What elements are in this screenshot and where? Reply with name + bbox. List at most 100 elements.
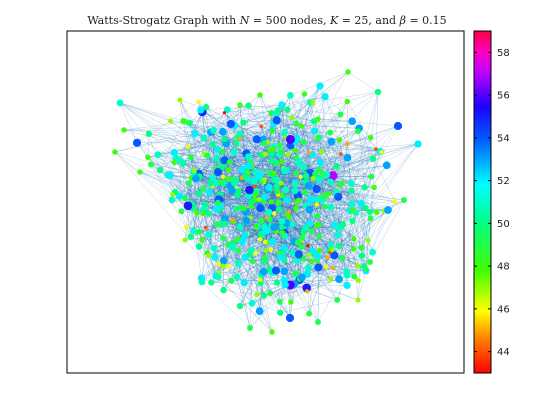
graph-node bbox=[319, 149, 325, 154]
graph-node bbox=[184, 224, 189, 230]
graph-node bbox=[249, 258, 256, 265]
graph-node bbox=[316, 233, 323, 240]
graph-node bbox=[336, 137, 343, 143]
graph-node bbox=[279, 192, 286, 199]
graph-node bbox=[310, 175, 316, 181]
graph-node bbox=[366, 208, 374, 215]
graph-node bbox=[216, 261, 221, 266]
graph-node bbox=[220, 235, 227, 242]
graph-node bbox=[182, 118, 189, 125]
graph-node bbox=[294, 250, 303, 259]
graph-node bbox=[241, 231, 249, 239]
graph-node bbox=[349, 207, 356, 214]
graph-node bbox=[283, 196, 291, 204]
graph-node bbox=[256, 197, 262, 202]
graph-node bbox=[183, 201, 193, 210]
graph-node bbox=[293, 205, 299, 212]
graph-node bbox=[279, 230, 286, 236]
graph-node bbox=[205, 231, 213, 239]
graph-node bbox=[304, 264, 312, 272]
graph-node bbox=[393, 121, 403, 131]
graph-node bbox=[112, 149, 118, 155]
graph-node bbox=[349, 217, 356, 225]
graph-node bbox=[361, 184, 368, 191]
graph-node bbox=[254, 292, 260, 298]
graph-node bbox=[334, 192, 343, 201]
graph-node bbox=[225, 167, 232, 173]
graph-node bbox=[220, 263, 226, 269]
graph-node bbox=[236, 223, 244, 231]
graph-node bbox=[196, 99, 201, 105]
graph-node bbox=[264, 215, 269, 220]
graph-node bbox=[265, 183, 273, 192]
graph-node bbox=[145, 130, 152, 137]
graph-node bbox=[204, 152, 211, 159]
graph-node bbox=[274, 188, 281, 195]
graph-node bbox=[316, 176, 323, 184]
graph-nodes bbox=[112, 69, 422, 335]
graph-node bbox=[245, 185, 254, 195]
graph-node bbox=[298, 174, 303, 180]
graph-node bbox=[213, 179, 221, 187]
graph-node bbox=[202, 103, 210, 111]
graph-node bbox=[301, 91, 308, 97]
graph-node bbox=[178, 208, 185, 215]
graph-node bbox=[350, 245, 357, 252]
graph-node bbox=[367, 215, 374, 222]
graph-node bbox=[305, 289, 310, 294]
graph-node bbox=[314, 213, 321, 220]
graph-node bbox=[316, 248, 323, 254]
graph-node bbox=[176, 192, 184, 200]
graph-node bbox=[343, 153, 352, 162]
graph-node bbox=[345, 141, 350, 147]
graph-node bbox=[294, 239, 301, 246]
graph-node bbox=[358, 244, 365, 251]
graph-node bbox=[209, 174, 216, 182]
graph-node bbox=[374, 88, 382, 96]
graph-node bbox=[228, 277, 235, 284]
graph-node bbox=[343, 281, 351, 290]
graph-node bbox=[257, 230, 265, 238]
graph-node bbox=[270, 170, 277, 177]
graph-node bbox=[226, 159, 233, 166]
graph-node bbox=[302, 172, 310, 180]
graph-node bbox=[219, 256, 228, 265]
graph-node bbox=[271, 211, 277, 216]
graph-node bbox=[309, 247, 317, 256]
graph-node bbox=[182, 195, 189, 202]
colorbar-tick-label: 48 bbox=[497, 262, 510, 273]
graph-node bbox=[263, 248, 269, 254]
graph-node bbox=[234, 187, 242, 195]
graph-node bbox=[238, 165, 246, 174]
graph-node bbox=[321, 92, 329, 101]
graph-node bbox=[231, 179, 239, 187]
graph-node bbox=[303, 270, 312, 278]
graph-node bbox=[196, 228, 203, 235]
graph-node bbox=[225, 263, 231, 269]
graph-node bbox=[236, 302, 244, 310]
colorbar-tick-label: 46 bbox=[497, 304, 510, 315]
chart-title: Watts-Strogatz Graph with N = 500 nodes,… bbox=[87, 14, 446, 27]
graph-node bbox=[230, 148, 238, 156]
graph-node bbox=[291, 180, 299, 188]
graph-node bbox=[314, 263, 323, 272]
graph-node bbox=[121, 127, 127, 133]
graph-node bbox=[242, 173, 249, 180]
graph-node bbox=[362, 204, 369, 211]
graph-node bbox=[185, 180, 192, 187]
graph-node bbox=[368, 173, 375, 180]
graph-node bbox=[313, 222, 320, 229]
graph-node bbox=[337, 180, 344, 187]
graph-node bbox=[222, 111, 226, 115]
graph-node bbox=[240, 119, 247, 126]
graph-node bbox=[200, 205, 208, 213]
graph-node bbox=[295, 197, 302, 204]
graph-node bbox=[292, 147, 299, 153]
graph-node bbox=[253, 250, 258, 256]
graph-node bbox=[268, 247, 274, 252]
graph-node bbox=[195, 190, 203, 197]
graph-node bbox=[270, 223, 278, 231]
graph-node bbox=[237, 102, 243, 108]
graph-node bbox=[235, 247, 242, 254]
